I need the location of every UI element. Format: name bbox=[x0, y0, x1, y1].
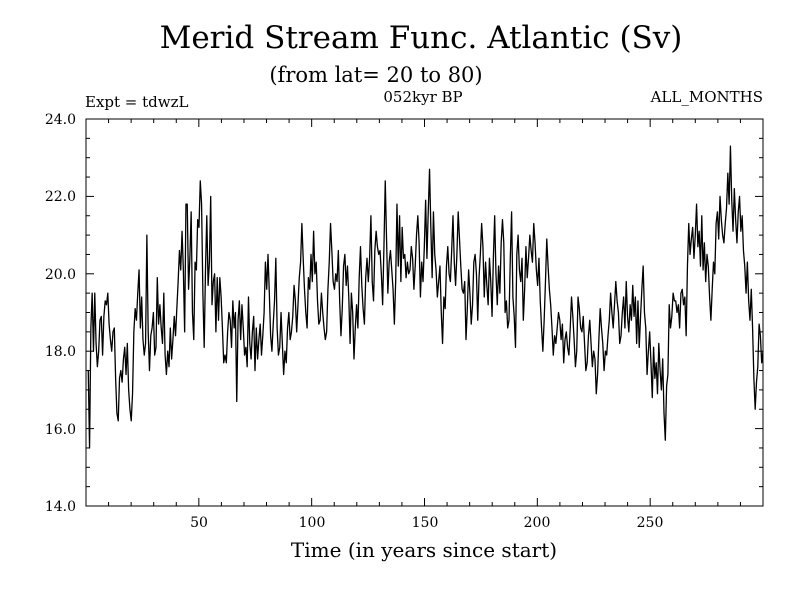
y-tick-label-22: 22.0 bbox=[45, 189, 76, 205]
y-tick-label-18: 18.0 bbox=[45, 344, 76, 360]
x-tick-label-50: 50 bbox=[190, 515, 208, 531]
axis-ticks bbox=[86, 119, 763, 506]
x-tick-label-150: 150 bbox=[412, 515, 439, 531]
y-tick-label-16: 16.0 bbox=[45, 422, 76, 438]
x-axis-title: Time (in years since start) bbox=[291, 538, 557, 562]
y-tick-label-14: 14.0 bbox=[45, 499, 76, 515]
x-tick-label-200: 200 bbox=[524, 515, 551, 531]
series-line bbox=[87, 145, 764, 449]
x-tick-label-100: 100 bbox=[299, 515, 326, 531]
chart-subtitle: (from lat= 20 to 80) bbox=[269, 63, 482, 87]
expt-label: Expt = tdwzL bbox=[85, 93, 189, 111]
y-tick-label-24: 24.0 bbox=[45, 112, 76, 128]
plot-frame bbox=[85, 118, 764, 507]
chart-title: Merid Stream Func. Atlantic (Sv) bbox=[160, 20, 683, 56]
x-tick-label-250: 250 bbox=[637, 515, 664, 531]
period-label: 052kyr BP bbox=[383, 88, 462, 106]
y-tick-label-20: 20.0 bbox=[45, 267, 76, 283]
months-label: ALL_MONTHS bbox=[650, 88, 763, 106]
